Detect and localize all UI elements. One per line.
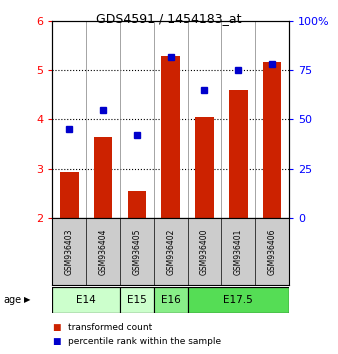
Bar	[195, 117, 214, 218]
Bar	[60, 172, 78, 218]
Text: GDS4591 / 1454183_at: GDS4591 / 1454183_at	[96, 12, 242, 25]
Text: GSM936401: GSM936401	[234, 228, 243, 275]
Bar	[154, 287, 188, 313]
Text: GSM936400: GSM936400	[200, 228, 209, 275]
Bar	[94, 137, 113, 218]
Text: percentile rank within the sample: percentile rank within the sample	[68, 337, 221, 347]
Bar	[188, 287, 289, 313]
Bar	[128, 191, 146, 218]
Bar	[52, 287, 120, 313]
Bar	[120, 287, 154, 313]
Text: GSM936403: GSM936403	[65, 228, 74, 275]
Text: GSM936406: GSM936406	[268, 228, 276, 275]
Bar	[263, 62, 281, 218]
Text: age: age	[3, 295, 22, 305]
Bar	[229, 90, 247, 218]
Text: E14: E14	[76, 295, 96, 305]
Text: transformed count: transformed count	[68, 322, 152, 332]
Text: GSM936404: GSM936404	[99, 228, 107, 275]
Text: ▶: ▶	[24, 296, 31, 304]
Text: GSM936405: GSM936405	[132, 228, 141, 275]
Text: ■: ■	[52, 337, 61, 347]
Text: E16: E16	[161, 295, 180, 305]
Text: E15: E15	[127, 295, 147, 305]
Text: GSM936402: GSM936402	[166, 228, 175, 275]
Text: E17.5: E17.5	[223, 295, 253, 305]
Bar	[162, 56, 180, 218]
Text: ■: ■	[52, 322, 61, 332]
